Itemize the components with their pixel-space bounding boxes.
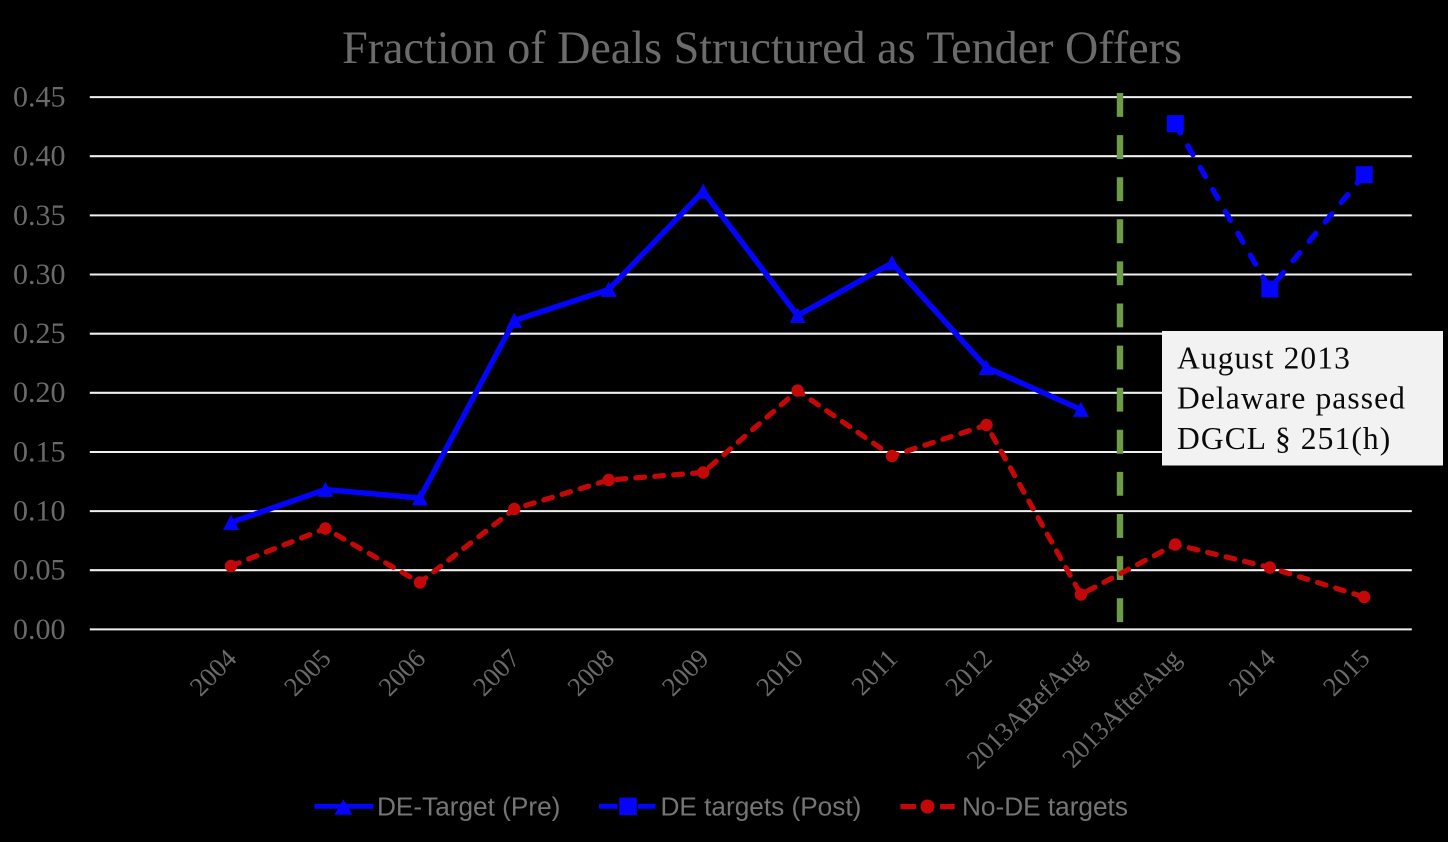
svg-text:0.00: 0.00 [13,613,66,646]
svg-text:August 2013: August 2013 [1177,341,1351,376]
svg-text:0.20: 0.20 [13,376,66,409]
svg-text:DE-Target (Pre): DE-Target (Pre) [377,792,560,822]
svg-text:0.15: 0.15 [13,435,66,468]
svg-text:Fraction of Deals Structured a: Fraction of Deals Structured as Tender O… [342,22,1182,73]
svg-text:0.25: 0.25 [13,317,66,350]
svg-text:0.40: 0.40 [13,140,66,173]
svg-text:0.35: 0.35 [13,199,66,232]
svg-text:DGCL § 251(h): DGCL § 251(h) [1177,421,1391,456]
svg-text:0.10: 0.10 [13,495,66,528]
svg-text:DE targets (Post): DE targets (Post) [661,792,862,822]
svg-text:0.30: 0.30 [13,258,66,291]
svg-text:0.05: 0.05 [13,554,66,587]
svg-text:0.45: 0.45 [13,81,66,114]
svg-text:Delaware passed: Delaware passed [1177,380,1406,415]
svg-text:No-DE targets: No-DE targets [962,792,1128,822]
